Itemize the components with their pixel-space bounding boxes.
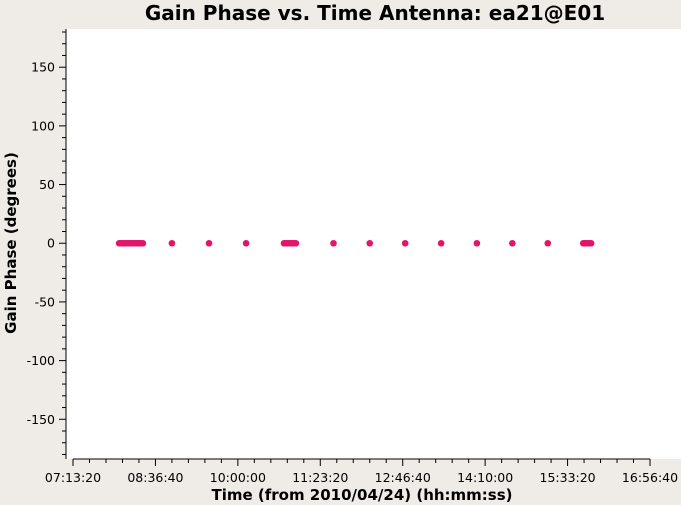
y-tick-label: -150: [27, 412, 55, 427]
data-point: [587, 239, 595, 247]
data-points: [115, 239, 595, 247]
x-tick-label: 07:13:20: [45, 470, 101, 485]
data-point: [401, 239, 409, 247]
x-tick-label: 15:33:20: [540, 470, 596, 485]
data-point: [437, 239, 445, 247]
data-point: [205, 239, 213, 247]
x-tick-label: 14:10:00: [457, 470, 513, 485]
x-tick-label: 11:23:20: [292, 470, 348, 485]
chart-title: Gain Phase vs. Time Antenna: ea21@E01: [145, 1, 605, 25]
data-point: [168, 239, 176, 247]
y-axis-title: Gain Phase (degrees): [2, 152, 20, 334]
data-point: [292, 239, 300, 247]
y-tick-label: -50: [35, 294, 55, 309]
data-point: [242, 239, 250, 247]
data-point: [366, 239, 374, 247]
y-tick-label: 100: [31, 118, 55, 133]
data-point: [509, 239, 516, 247]
x-axis-title: Time (from 2010/04/24) (hh:mm:ss): [211, 486, 512, 504]
data-point: [330, 239, 337, 247]
data-point: [473, 239, 481, 247]
x-tick-label: 08:36:40: [127, 470, 183, 485]
data-point: [139, 239, 147, 247]
y-tick-label: -100: [27, 353, 55, 368]
x-tick-label: 10:00:00: [210, 470, 266, 485]
data-point: [544, 239, 552, 247]
y-tick-label: 0: [47, 236, 55, 251]
x-tick-label: 16:56:40: [622, 470, 678, 485]
axes: 150 100 50 0 -50 -100 -150 07:13:20 08:36:40 10:0…: [27, 29, 678, 485]
y-tick-label: 50: [39, 177, 55, 192]
plot-area: [66, 29, 681, 459]
y-tick-label: 150: [31, 60, 55, 75]
x-tick-label: 12:46:40: [375, 470, 431, 485]
